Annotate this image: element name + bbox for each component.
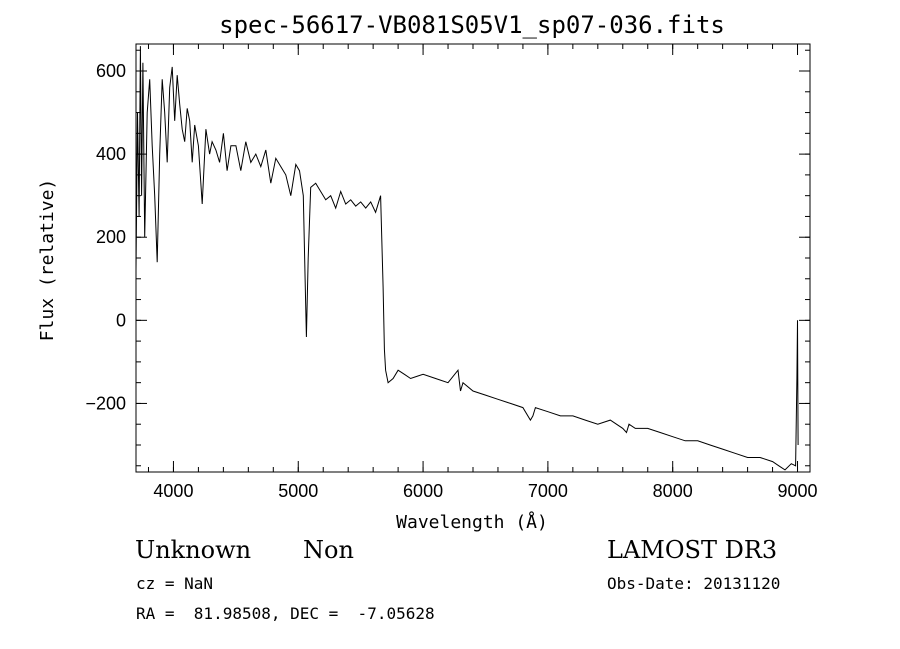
survey-name: LAMOST DR3 (607, 536, 778, 564)
x-tick-label: 5000 (278, 481, 318, 501)
redshift-cz: cz = NaN (136, 574, 214, 593)
y-tick-label: 400 (96, 144, 126, 164)
object-class: Unknown (135, 536, 252, 564)
observation-date: Obs-Date: 20131120 (607, 574, 781, 593)
x-tick-label: 6000 (403, 481, 443, 501)
x-tick-label: 4000 (153, 481, 193, 501)
x-tick-label: 7000 (528, 481, 568, 501)
spectrum-line (135, 46, 799, 471)
sky-coordinates: RA = 81.98508, DEC = -7.05628 (136, 604, 435, 623)
plot-frame (135, 43, 811, 473)
y-axis-label: Flux (relative) (37, 179, 58, 342)
x-tick-label: 8000 (653, 481, 693, 501)
y-tick-label: 0 (116, 310, 126, 330)
y-tick-label: −200 (85, 393, 126, 413)
y-tick-label: 200 (96, 227, 126, 247)
object-subclass: Non (303, 536, 354, 564)
x-tick-label: 9000 (777, 481, 817, 501)
chart-title: spec-56617-VB081S05V1_sp07-036.fits (219, 11, 725, 39)
axis-tick-labels: 4000 5000 6000 7000 8000 9000 −200 0 200 400 600 (85, 61, 817, 501)
y-tick-label: 600 (96, 61, 126, 81)
x-axis-label: Wavelength (Å) (396, 511, 548, 533)
axis-ticks (136, 44, 810, 472)
